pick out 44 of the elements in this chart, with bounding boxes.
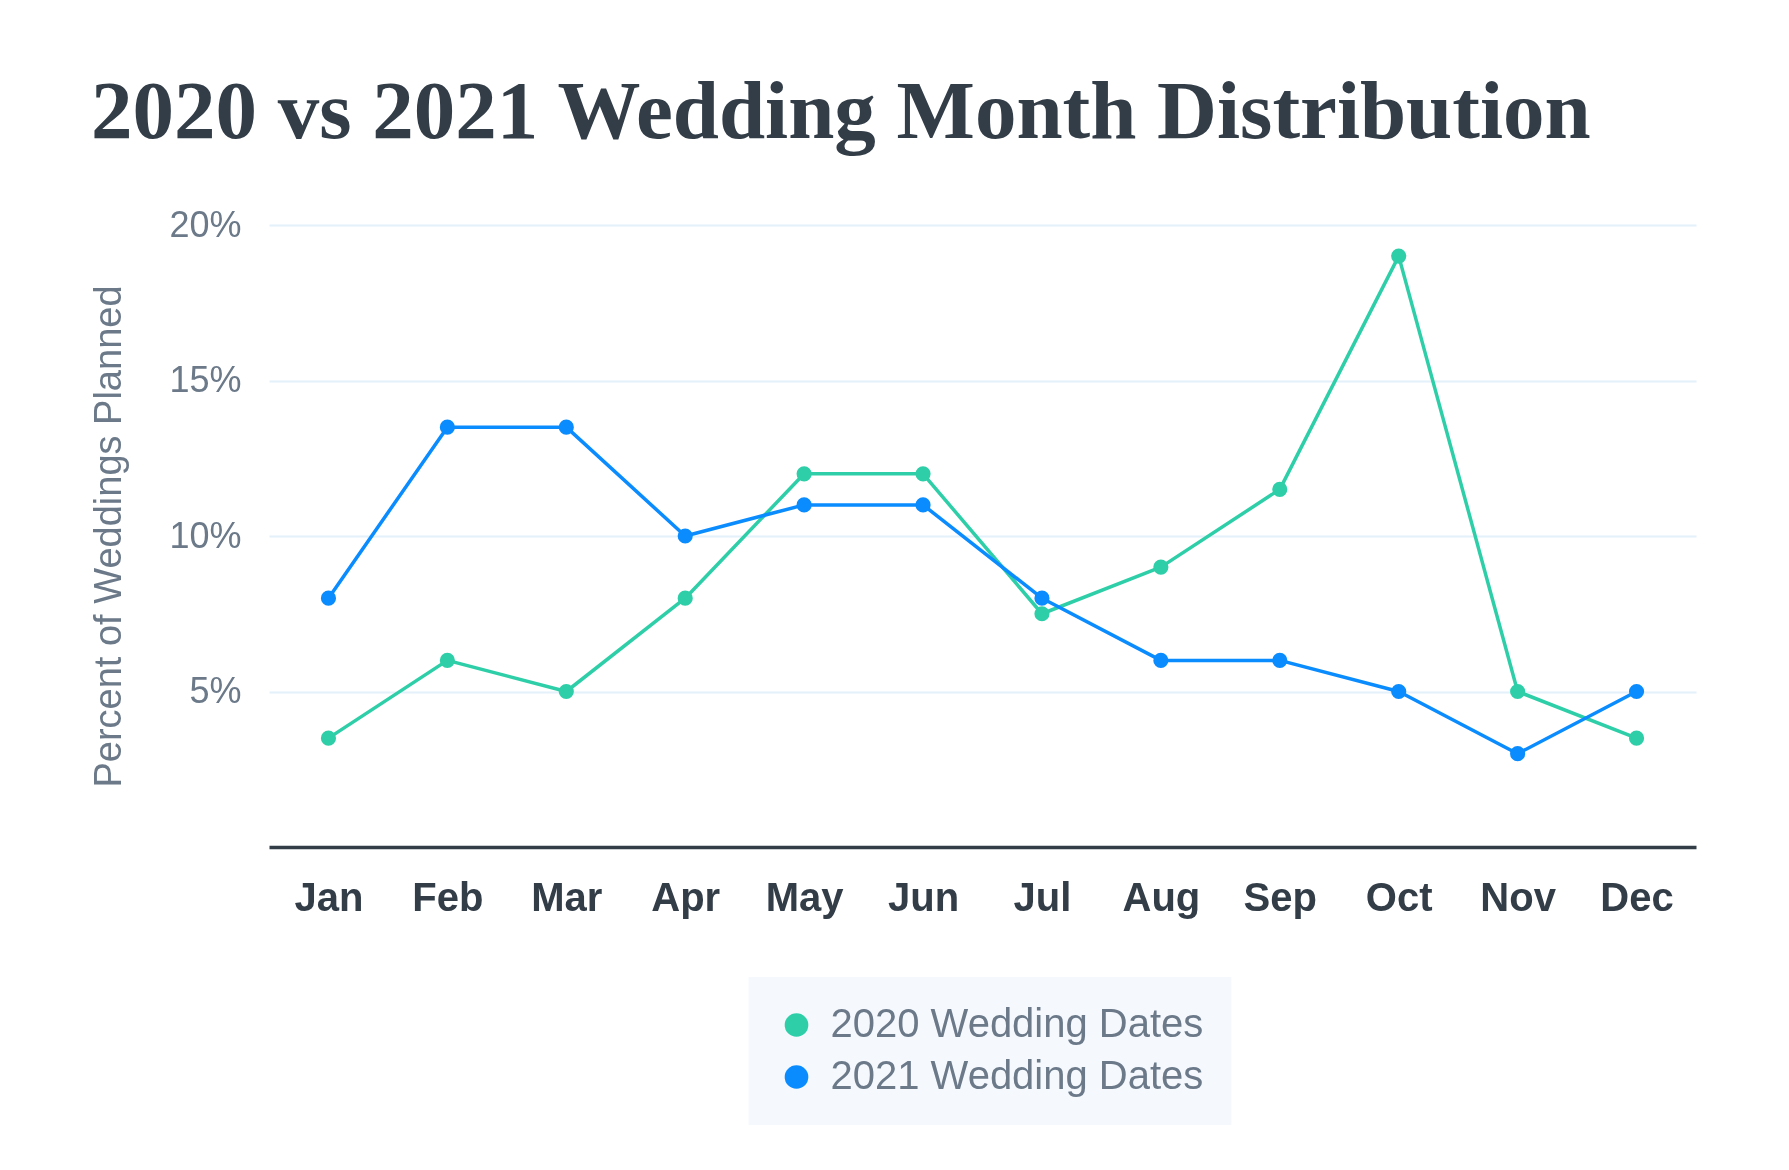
point (320, 590, 337, 606)
point (677, 590, 693, 606)
y-tick-label: 5% (189, 670, 242, 711)
point (1153, 559, 1169, 575)
x-tick-label: Feb (412, 874, 484, 919)
point (796, 466, 812, 482)
x-tick-label: Jan (294, 874, 364, 919)
y-tick-label: 20% (169, 203, 242, 245)
chart-title: 2020 vs 2021 Wedding Month Distribution (90, 64, 1591, 156)
point (1272, 481, 1288, 497)
point (1628, 730, 1645, 746)
point (1034, 590, 1050, 606)
point (1391, 683, 1407, 700)
point (1510, 683, 1526, 700)
point (1391, 248, 1407, 264)
point (1034, 606, 1050, 622)
x-tick-label: Jun (887, 874, 960, 919)
legend-label: 2020 Wedding Dates (830, 1001, 1204, 1045)
x-tick-label: Apr (651, 874, 721, 919)
point (796, 497, 812, 513)
x-tick-label: Nov (1480, 874, 1557, 919)
point (558, 419, 574, 435)
point (320, 730, 337, 746)
legend-label: 2021 Wedding Dates (830, 1053, 1204, 1097)
point (677, 528, 693, 544)
point (1153, 652, 1169, 668)
x-tick-label: Jul (1013, 874, 1072, 919)
point (915, 466, 931, 482)
x-tick-label: Sep (1243, 874, 1317, 919)
x-tick-label: May (765, 874, 845, 919)
y-tick-label: 15% (169, 359, 242, 400)
point (439, 652, 455, 668)
point (558, 683, 574, 700)
point (1628, 683, 1645, 700)
x-tick-label: Oct (1365, 874, 1433, 919)
point (915, 497, 931, 513)
x-tick-label: Mar (531, 874, 603, 919)
point (1272, 652, 1288, 668)
y-tick-label: 10% (169, 514, 242, 556)
x-tick-label: Aug (1122, 874, 1201, 919)
x-tick-label: Dec (1600, 874, 1674, 919)
y-axis-title: Percent of Weddings Planned (87, 285, 130, 788)
point (439, 419, 455, 435)
point (1510, 746, 1526, 762)
